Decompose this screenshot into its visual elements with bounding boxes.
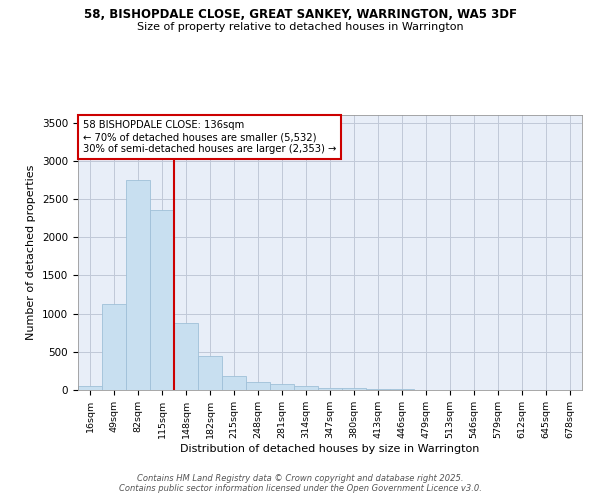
- Bar: [222, 376, 246, 390]
- Bar: [126, 180, 150, 390]
- Bar: [78, 386, 102, 390]
- X-axis label: Distribution of detached houses by size in Warrington: Distribution of detached houses by size …: [181, 444, 479, 454]
- Bar: [318, 388, 342, 390]
- Bar: [294, 386, 318, 390]
- Text: Contains public sector information licensed under the Open Government Licence v3: Contains public sector information licen…: [119, 484, 481, 493]
- Text: 58, BISHOPDALE CLOSE, GREAT SANKEY, WARRINGTON, WA5 3DF: 58, BISHOPDALE CLOSE, GREAT SANKEY, WARR…: [83, 8, 517, 20]
- Bar: [174, 323, 198, 390]
- Bar: [366, 389, 390, 390]
- Bar: [102, 304, 126, 390]
- Bar: [246, 382, 270, 390]
- Text: Size of property relative to detached houses in Warrington: Size of property relative to detached ho…: [137, 22, 463, 32]
- Y-axis label: Number of detached properties: Number of detached properties: [26, 165, 37, 340]
- Text: 58 BISHOPDALE CLOSE: 136sqm
← 70% of detached houses are smaller (5,532)
30% of : 58 BISHOPDALE CLOSE: 136sqm ← 70% of det…: [83, 120, 337, 154]
- Bar: [270, 384, 294, 390]
- Text: Contains HM Land Registry data © Crown copyright and database right 2025.: Contains HM Land Registry data © Crown c…: [137, 474, 463, 483]
- Bar: [150, 210, 174, 390]
- Bar: [198, 356, 222, 390]
- Bar: [342, 388, 366, 390]
